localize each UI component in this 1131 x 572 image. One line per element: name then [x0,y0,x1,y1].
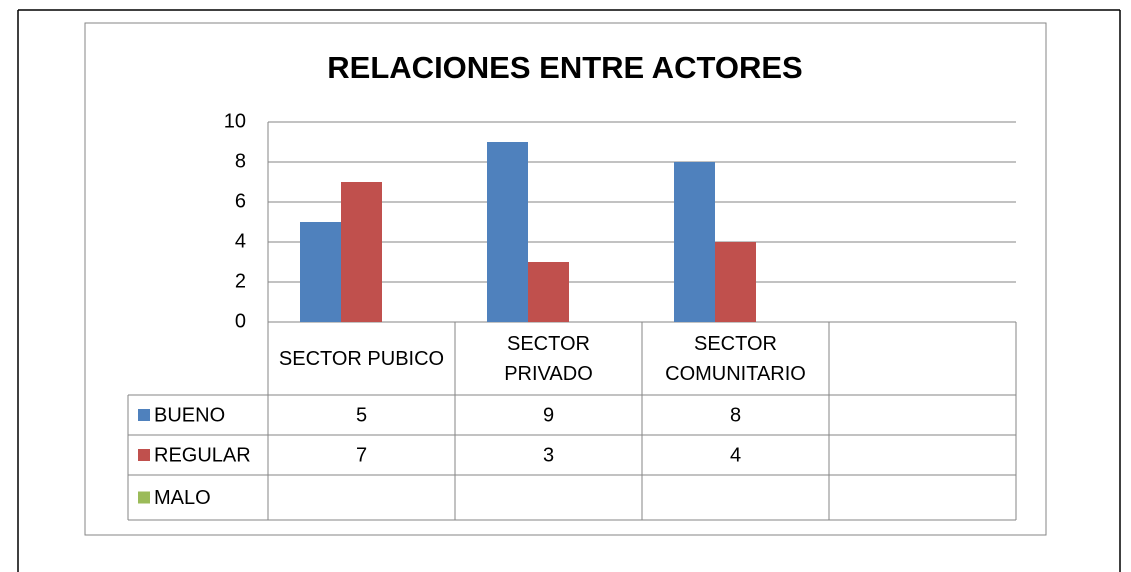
bar [341,182,382,322]
legend-key [138,409,150,421]
legend-key [138,449,150,461]
y-tick-label: 0 [235,310,246,332]
bar [300,222,341,322]
y-tick-label: 10 [224,110,246,132]
x-tick-label: SECTOR COMUNITARIO [665,332,806,385]
table-value: 5 [356,404,367,426]
bar [674,162,715,322]
table-value: 4 [730,444,741,466]
bar [715,242,756,322]
table-value: 8 [730,404,741,426]
y-tick-label: 8 [235,150,246,172]
legend-key [138,491,150,504]
bar [487,142,528,322]
legend-label: MALO [154,487,211,509]
table-value: 9 [543,404,554,426]
x-tick-label: SECTOR PUBICO [278,347,445,370]
y-tick-label: 4 [235,230,246,252]
table-value: 7 [356,444,367,466]
legend-label: BUENO [154,404,225,426]
y-tick-label: 6 [235,190,246,212]
y-tick-label: 2 [235,270,246,292]
legend-label: REGULAR [154,444,251,466]
table-value: 3 [543,444,554,466]
x-tick-label: SECTOR PRIVADO [504,332,593,385]
bar [528,262,569,322]
chart-title: RELACIONES ENTRE ACTORES [327,50,802,85]
